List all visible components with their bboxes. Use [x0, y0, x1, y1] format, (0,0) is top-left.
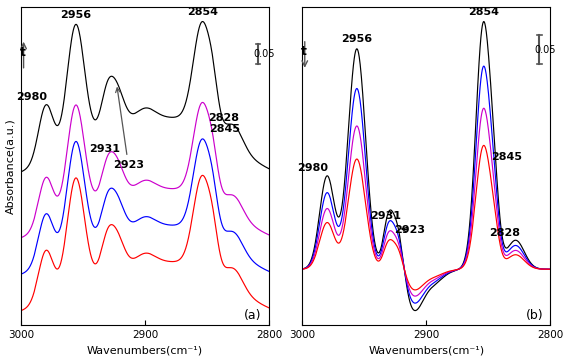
Text: 2845: 2845	[209, 124, 241, 134]
Text: 2854: 2854	[468, 7, 499, 17]
Text: 0.05: 0.05	[253, 49, 274, 59]
Text: t: t	[302, 45, 307, 58]
Text: 2845: 2845	[491, 152, 522, 162]
Text: 2854: 2854	[187, 7, 218, 17]
Text: 2980: 2980	[16, 92, 47, 101]
Text: 0.05: 0.05	[534, 45, 556, 55]
Text: (a): (a)	[244, 309, 262, 322]
Text: 2956: 2956	[341, 34, 373, 44]
X-axis label: Wavenumbers(cm⁻¹): Wavenumbers(cm⁻¹)	[87, 345, 203, 356]
Text: (b): (b)	[526, 309, 543, 322]
Text: 2931: 2931	[89, 144, 119, 154]
Text: 2828: 2828	[208, 113, 240, 123]
Text: t: t	[20, 46, 26, 59]
Text: 2923: 2923	[113, 88, 144, 170]
Text: 2931: 2931	[370, 211, 401, 221]
X-axis label: Wavenumbers(cm⁻¹): Wavenumbers(cm⁻¹)	[368, 345, 484, 356]
Y-axis label: Absorbance(a.u.): Absorbance(a.u.)	[6, 118, 15, 214]
Text: 2828: 2828	[489, 228, 521, 238]
Text: 2923: 2923	[394, 225, 425, 235]
Text: 2980: 2980	[298, 163, 328, 173]
Text: 2956: 2956	[60, 10, 91, 19]
